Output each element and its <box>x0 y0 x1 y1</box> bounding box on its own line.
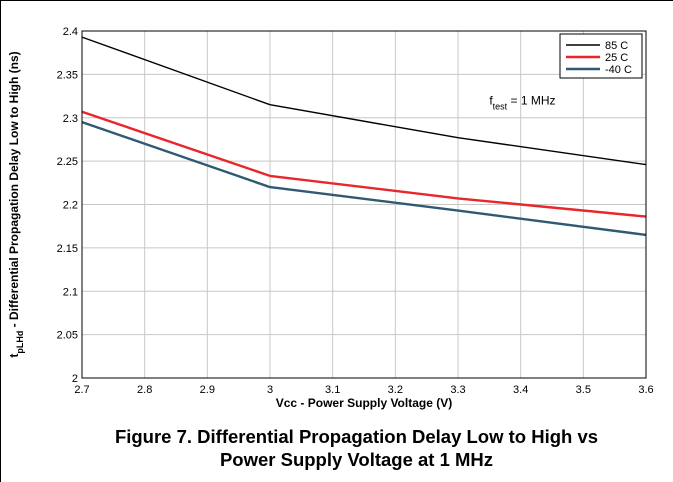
grid-lines <box>81 30 647 379</box>
y-tick-label: 2.3 <box>63 113 78 125</box>
plot-area-border <box>81 30 647 379</box>
y-tick-label: 2.25 <box>57 156 78 168</box>
legend-label-2: -40 C <box>605 64 632 76</box>
legend-label-0: 85 C <box>605 40 628 52</box>
x-tick-labels: 2.7 2.8 2.9 3 3.1 3.2 3.3 3.4 3.5 3.6 <box>74 384 653 396</box>
x-tick-label: 3 <box>267 384 273 396</box>
y-tick-labels: 2 2.05 2.1 2.15 2.2 2.25 2.3 2.35 2.4 <box>57 26 78 385</box>
y-tick-label: 2.2 <box>63 200 78 212</box>
x-tick-label: 3.4 <box>513 384 528 396</box>
x-tick-label: 2.9 <box>200 384 215 396</box>
line-chart: 2.7 2.8 2.9 3 3.1 3.2 3.3 3.4 3.5 3.6 2 2.05 2.1 2.1… <box>7 26 654 410</box>
annotation-ftest: ftest = 1 MHz <box>489 94 555 112</box>
y-tick-label: 2.05 <box>57 330 78 342</box>
x-tick-label: 3.5 <box>576 384 591 396</box>
x-axis-label: Vcc - Power Supply Voltage (V) <box>276 396 452 410</box>
annotation-text: = 1 MHz <box>507 94 555 108</box>
frame-top-border <box>0 0 673 1</box>
series-lines <box>81 36 647 237</box>
y-tick-label: 2.15 <box>57 243 78 255</box>
x-tick-label: 2.7 <box>74 384 89 396</box>
caption-line-2: Power Supply Voltage at 1 MHz <box>219 449 494 470</box>
y-tick-label: 2.1 <box>63 286 78 298</box>
figure-caption: Figure 7. Differential Propagation Delay… <box>40 425 673 471</box>
annotation-prefix: f <box>489 94 493 108</box>
y-axis-label-prefix: t <box>7 354 21 358</box>
y-tick-label: 2.35 <box>57 69 78 81</box>
y-axis-label-subscript: pLHd <box>15 331 25 354</box>
x-tick-label: 3.1 <box>325 384 340 396</box>
y-axis-label: tpLHd - Differential Propagation Delay L… <box>7 51 25 357</box>
legend: 85 C25 C-40 C <box>559 33 643 79</box>
caption-line-1: Figure 7. Differential Propagation Delay… <box>114 426 599 447</box>
annotation-subscript: test <box>493 102 508 112</box>
y-tick-label: 2 <box>72 373 78 385</box>
x-tick-label: 2.8 <box>137 384 152 396</box>
frame-left-border <box>0 0 1 482</box>
series-line-2 <box>81 120 647 237</box>
legend-label-1: 25 C <box>605 52 628 64</box>
x-tick-label: 3.2 <box>388 384 403 396</box>
series-line-0 <box>81 36 647 166</box>
x-tick-label: 3.6 <box>638 384 653 396</box>
y-tick-label: 2.4 <box>63 26 78 38</box>
y-axis-label-text: - Differential Propagation Delay Low to … <box>7 51 21 330</box>
series-line-1 <box>81 110 647 218</box>
x-tick-label: 3.3 <box>450 384 465 396</box>
